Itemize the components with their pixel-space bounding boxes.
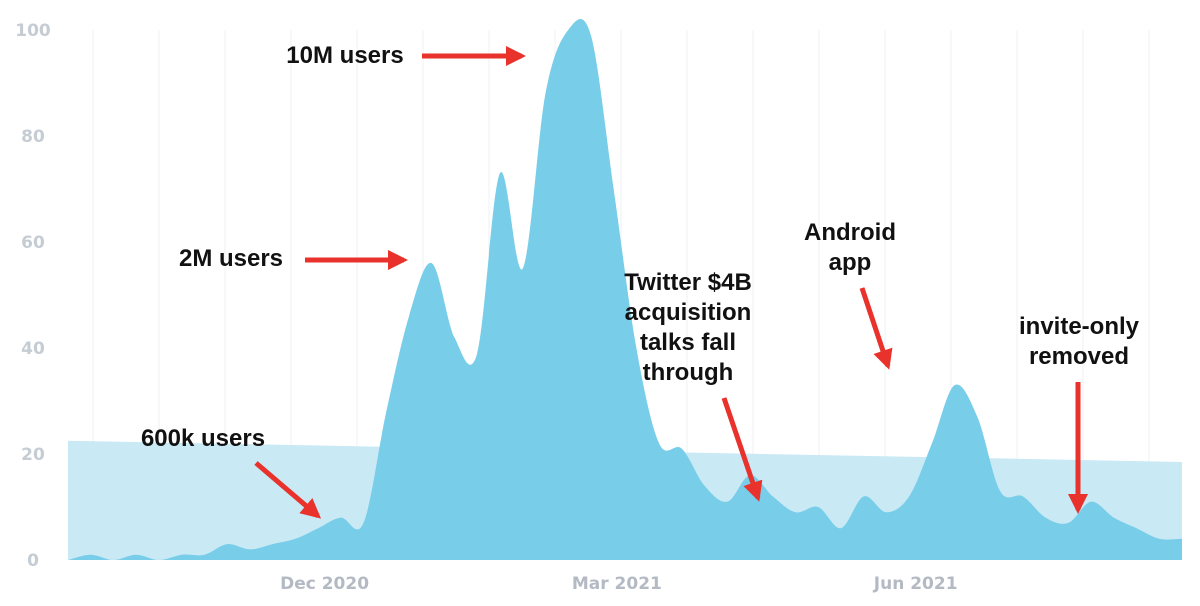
annotation-text: 2M users (179, 245, 283, 272)
annotation: 10M users (286, 42, 526, 69)
annotation-arrow (859, 287, 893, 370)
annotation-text: Android (804, 219, 896, 246)
annotation-text: invite-only (1019, 313, 1140, 340)
annotation: invite-only removed (1019, 313, 1140, 514)
annotation-text: 10M users (286, 42, 403, 69)
y-tick-label: 60 (21, 233, 45, 253)
annotation-arrow (254, 461, 322, 519)
y-tick-label: 80 (21, 127, 45, 147)
annotation-text: app (829, 249, 872, 276)
x-tick-label: Mar 2021 (572, 574, 662, 594)
annotation: Android app (804, 219, 896, 370)
annotation-text: Twitter $4B (624, 269, 752, 296)
y-tick-label: 40 (21, 339, 45, 359)
y-tick-label: 100 (15, 21, 51, 41)
annotation: 2M users (179, 245, 408, 272)
annotation-arrow (721, 397, 763, 502)
series-area (68, 18, 1182, 561)
x-axis: Dec 2020 Mar 2021 Jun 2021 (280, 574, 957, 594)
annotation-text: talks fall (640, 329, 736, 356)
annotation-text: acquisition (625, 299, 752, 326)
annotation: Twitter $4B acquisition talks fall through (624, 269, 763, 502)
y-tick-label: 0 (27, 551, 39, 571)
y-axis: 0 20 40 60 80 100 (15, 21, 51, 571)
x-tick-label: Dec 2020 (280, 574, 369, 594)
annotation: 600k users (141, 425, 322, 519)
annotation-text: through (643, 359, 734, 386)
y-tick-label: 20 (21, 445, 45, 465)
x-tick-label: Jun 2021 (873, 574, 958, 594)
annotation-text: removed (1029, 343, 1129, 370)
annotations: 10M users 2M users 600k users Twitter $4B ac… (141, 42, 1140, 519)
annotation-text: 600k users (141, 425, 265, 452)
